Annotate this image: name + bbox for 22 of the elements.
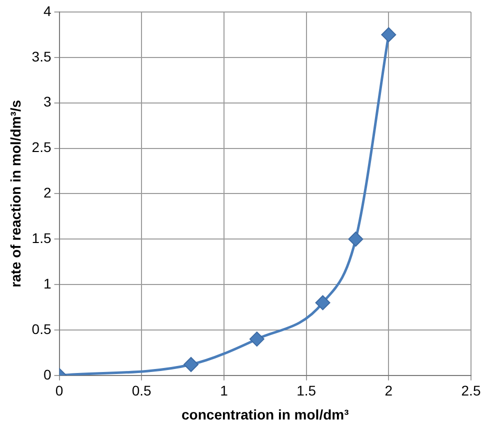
y-axis-title: rate of reaction in mol/dm³/s [7,100,24,288]
x-tick-label: 1 [220,382,228,399]
point [348,232,364,247]
y-tick-label: 3 [43,94,52,110]
x-axis-title: concentration in mol/dm³ [182,406,350,422]
y-tick-label: 2 [43,184,52,201]
x-tick-label: 2 [384,382,393,399]
y-tick-label: 0 [43,366,52,382]
x-tick-label: 0 [55,382,64,399]
y-tick-label: 3.5 [32,48,52,64]
point [184,357,199,372]
y-tick-label: 0.5 [32,320,52,337]
y-tick-label: 4 [43,2,52,19]
point [381,27,396,42]
point [249,332,264,347]
y-tick-label: 1 [43,275,52,292]
x-tick-label: 2.5 [461,382,481,399]
y-tick-label: 2.5 [32,139,52,156]
y-tick-label: 1.5 [32,230,52,246]
x-tick-label: 0.5 [132,382,152,399]
point [315,295,330,310]
x-tick-label: 1.5 [296,382,316,399]
